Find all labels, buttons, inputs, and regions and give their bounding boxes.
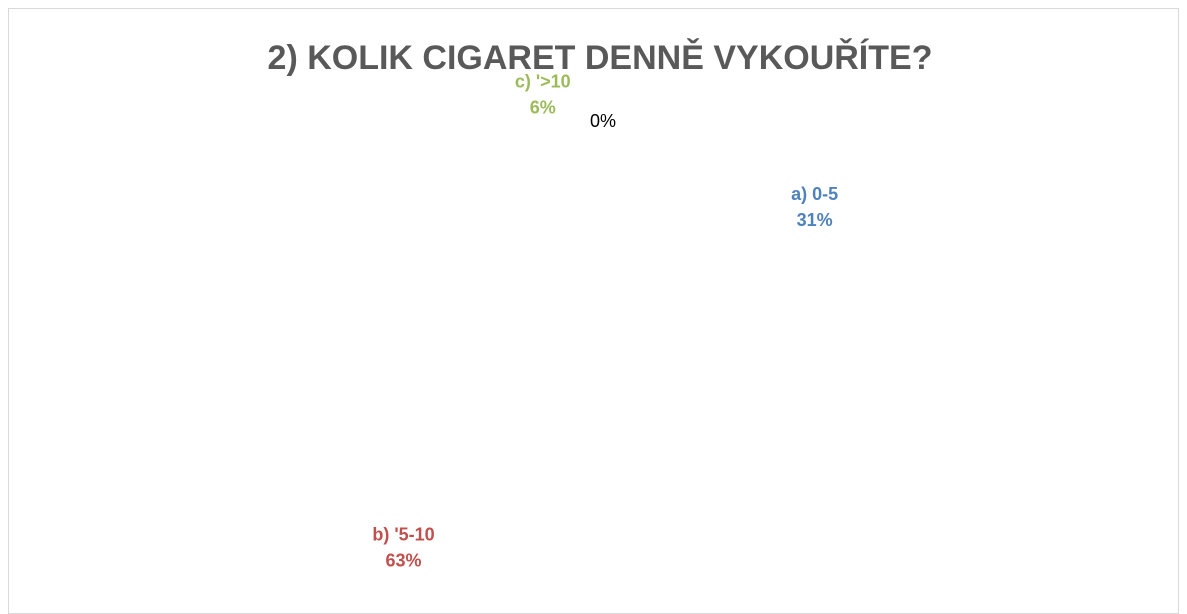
chart-title: 2) KOLIK CIGARET DENNĚ VYKOUŘÍTE? [268,39,933,77]
slice-label-name: a) 0-5 [791,184,838,204]
slice-label-value: 0% [590,111,616,131]
pie-slice [373,153,798,579]
pie-slice [512,138,593,358]
slice-label-value: 63% [385,550,421,570]
pie-slice [593,138,813,439]
slice-label-value: 31% [797,210,833,230]
slice-label-name: c) '>10 [515,71,571,91]
slice-label-value: 6% [530,97,556,117]
slice-label-name: b) '5-10 [372,524,434,544]
